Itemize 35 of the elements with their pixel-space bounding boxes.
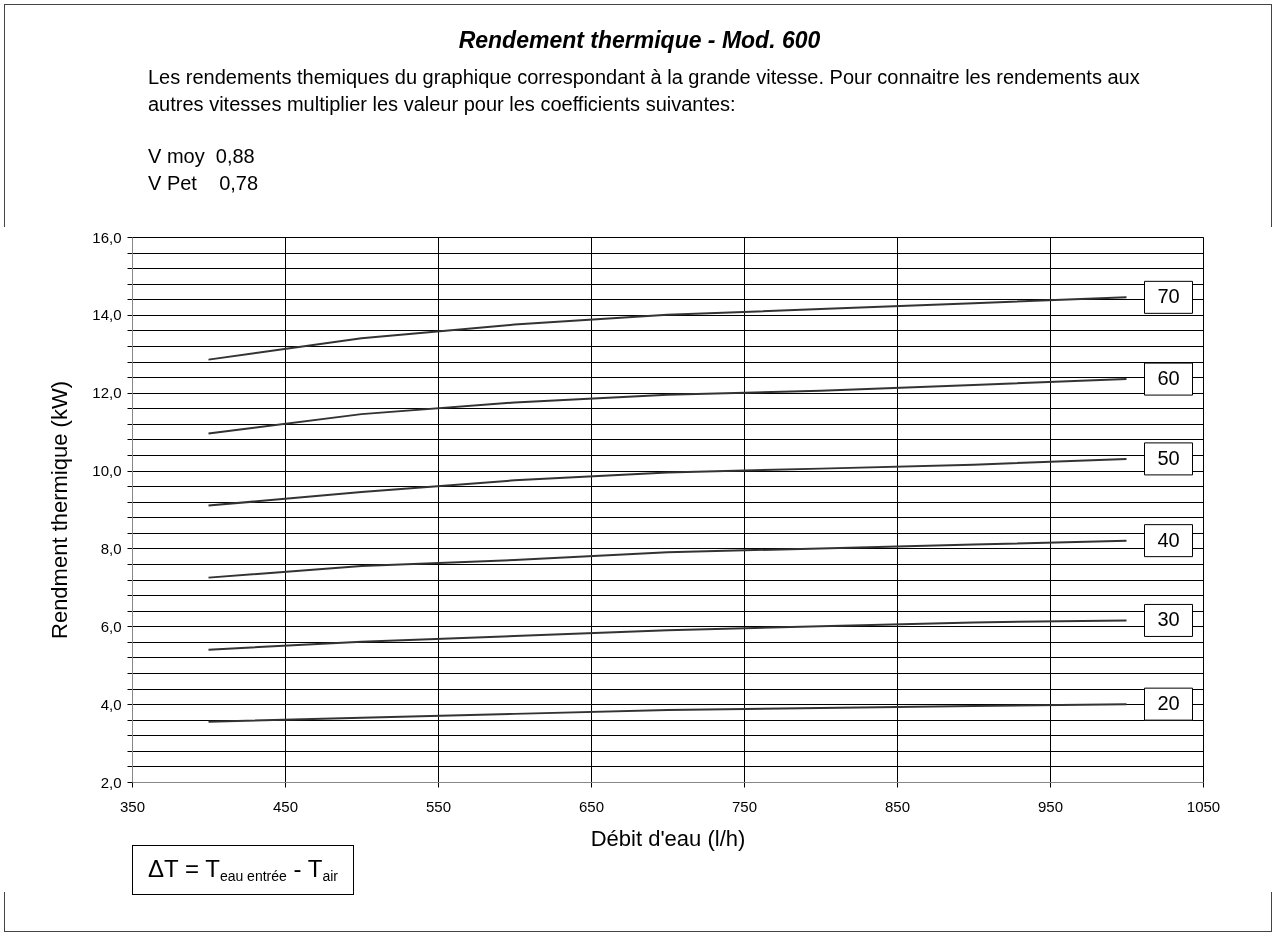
y-tick-label: 16,0 bbox=[92, 228, 122, 246]
x-tick-label: 350 bbox=[119, 797, 146, 815]
x-axis-title: Débit d'eau (l/h) bbox=[590, 825, 746, 851]
x-tick-label: 1050 bbox=[1186, 797, 1221, 815]
series-label: 20 bbox=[1157, 692, 1180, 715]
text: V Pet 0,78 bbox=[148, 171, 259, 194]
x-tick-label: 950 bbox=[1037, 797, 1064, 815]
series-label: 40 bbox=[1157, 528, 1180, 551]
text: V moy 0,88 bbox=[148, 145, 255, 167]
text: ΔT = T$_{eau entrée}$ - T$_{air}$ bbox=[132, 845, 354, 895]
series-label: 30 bbox=[1157, 608, 1180, 631]
y-axis-title: Rendment thermique (kW) bbox=[47, 381, 73, 639]
line-series bbox=[207, 619, 1128, 651]
line-series bbox=[207, 378, 1128, 435]
y-tick-label: 6,0 bbox=[100, 617, 122, 635]
series-label: 70 bbox=[1157, 285, 1180, 308]
y-tick-label: 12,0 bbox=[92, 384, 122, 402]
line-series bbox=[207, 296, 1128, 361]
x-tick-label: 850 bbox=[884, 797, 911, 815]
series-label: 60 bbox=[1157, 367, 1180, 390]
y-tick-label: 2,0 bbox=[100, 773, 122, 791]
chart-title: Rendement thermique - Mod. 600 bbox=[457, 27, 822, 54]
line-series bbox=[207, 539, 1128, 579]
y-tick-label: 14,0 bbox=[92, 306, 122, 324]
x-tick-label: 750 bbox=[731, 797, 758, 815]
y-tick-label: 8,0 bbox=[100, 539, 122, 557]
line-series bbox=[207, 703, 1128, 723]
y-tick-label: 4,0 bbox=[100, 695, 122, 713]
x-tick-label: 450 bbox=[272, 797, 299, 815]
chart-subtitle: Les rendements themiques du graphique correspondant à la grande vitesse. Pour connaitre les rendements aux autres vitesses multiplier les valeur pour les coefficients suivantes: bbox=[148, 65, 1141, 117]
series-label: 50 bbox=[1157, 446, 1180, 469]
x-tick-label: 650 bbox=[578, 797, 605, 815]
y-tick-label: 10,0 bbox=[92, 462, 122, 480]
x-tick-label: 550 bbox=[425, 797, 452, 815]
line-series bbox=[207, 457, 1128, 507]
